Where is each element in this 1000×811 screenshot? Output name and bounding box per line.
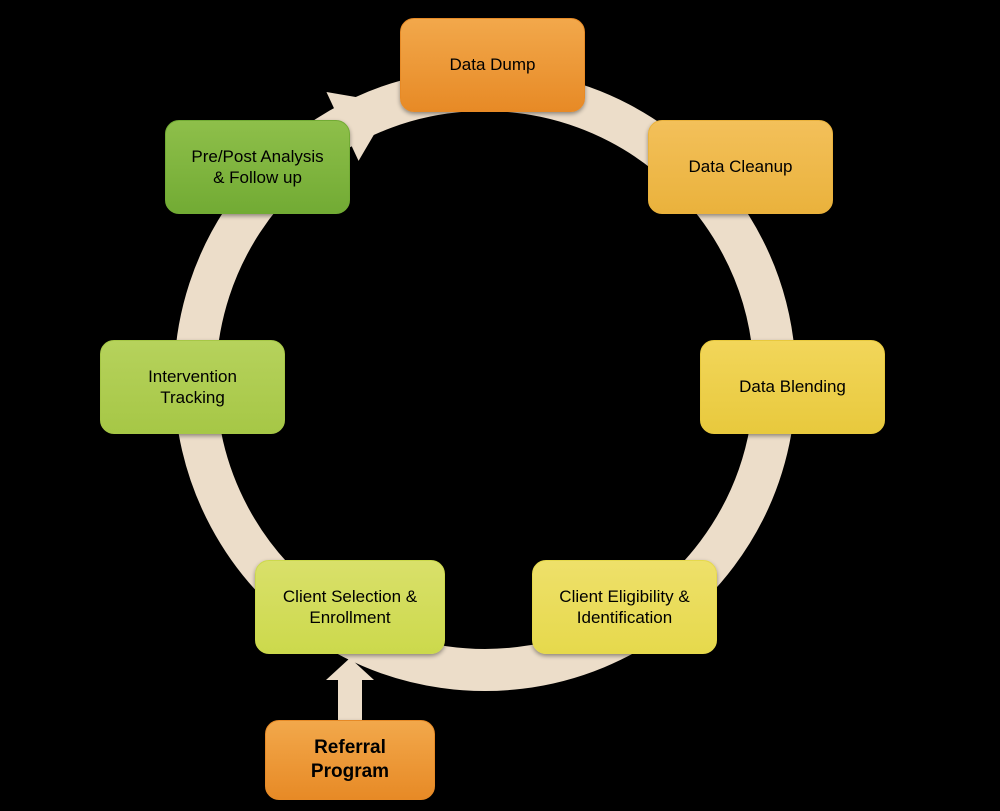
node-data-blending: Data Blending — [700, 340, 885, 434]
node-intervention-tracking: Intervention Tracking — [100, 340, 285, 434]
node-data-cleanup: Data Cleanup — [648, 120, 833, 214]
node-pre-post-analysis: Pre/Post Analysis & Follow up — [165, 120, 350, 214]
node-data-dump: Data Dump — [400, 18, 585, 112]
diagram-stage: Data Dump Data Cleanup Data Blending Client… — [0, 0, 1000, 811]
node-label: Referral Program — [311, 736, 389, 784]
node-label: Pre/Post Analysis & Follow up — [191, 146, 323, 189]
node-label: Client Selection & Enrollment — [283, 586, 417, 629]
node-client-selection: Client Selection & Enrollment — [255, 560, 445, 654]
node-label: Intervention Tracking — [148, 366, 237, 409]
node-label: Data Blending — [739, 376, 846, 397]
node-label: Client Eligibility & Identification — [559, 586, 689, 629]
node-client-eligibility: Client Eligibility & Identification — [532, 560, 717, 654]
referral-arrow-shaft — [338, 676, 362, 720]
node-referral-program: Referral Program — [265, 720, 435, 800]
node-label: Data Cleanup — [689, 156, 793, 177]
node-label: Data Dump — [450, 54, 536, 75]
